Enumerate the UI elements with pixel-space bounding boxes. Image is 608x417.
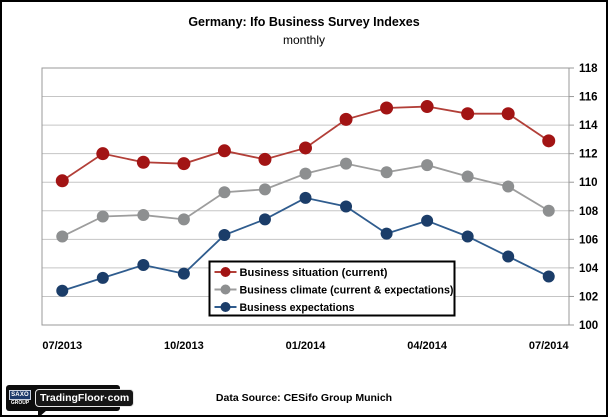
legend-label: Business climate (current & expectations… — [240, 285, 454, 297]
data-point-situation — [542, 134, 556, 148]
data-point-climate — [380, 166, 393, 179]
data-point-expectations — [340, 200, 353, 213]
data-point-climate — [56, 230, 69, 243]
legend-marker-dot — [220, 284, 231, 295]
data-point-expectations — [56, 284, 69, 297]
data-point-climate — [542, 204, 555, 217]
data-point-expectations — [177, 267, 190, 280]
tradingfloor-bubble: TradingFloor·com — [35, 389, 135, 407]
data-point-situation — [420, 100, 434, 114]
data-point-situation — [258, 152, 272, 166]
data-point-situation — [217, 144, 231, 158]
legend-label: Business situation (current) — [240, 267, 388, 279]
y-axis-label: 104 — [579, 263, 599, 275]
data-point-expectations — [299, 191, 312, 204]
data-point-climate — [461, 170, 474, 183]
y-axis-label: 116 — [579, 92, 598, 104]
data-point-situation — [299, 141, 312, 155]
data-point-expectations — [218, 229, 231, 242]
saxo-logo-text: SAXO — [9, 389, 31, 400]
tradingfloor-text: TradingFloor·com — [40, 392, 130, 404]
legend-box — [208, 260, 456, 317]
y-axis-label: 100 — [579, 320, 598, 332]
y-axis-label: 118 — [579, 63, 598, 75]
data-point-expectations — [380, 227, 393, 240]
data-point-climate — [340, 157, 353, 170]
data-point-situation — [339, 112, 353, 126]
data-point-climate — [421, 159, 434, 172]
x-axis-label: 01/2014 — [286, 340, 327, 352]
x-axis-label: 07/2014 — [529, 340, 570, 352]
tradingfloor-logo[interactable]: SAXO GROUP TradingFloor·com — [6, 385, 135, 415]
data-point-climate — [137, 209, 150, 222]
legend-marker-dot — [220, 267, 231, 277]
data-source-note: Data Source: CESifo Group Munich — [215, 392, 393, 404]
y-axis-label: 114 — [579, 120, 598, 132]
data-point-climate — [299, 167, 312, 180]
data-point-expectations — [137, 259, 150, 272]
data-point-expectations — [421, 214, 434, 227]
data-point-climate — [502, 180, 515, 193]
x-axis-label: 04/2014 — [407, 340, 448, 352]
legend-marker-dot — [220, 302, 231, 312]
data-point-expectations — [258, 213, 271, 226]
y-axis-label: 110 — [579, 177, 598, 189]
data-point-climate — [258, 183, 271, 196]
data-point-climate — [177, 213, 190, 226]
x-axis-label: 07/2013 — [42, 340, 82, 352]
data-point-expectations — [461, 230, 474, 243]
chart-title: Germany: Ifo Business Survey Indexes — [188, 15, 420, 29]
data-point-situation — [55, 174, 69, 188]
y-axis-label: 108 — [579, 206, 599, 218]
data-point-expectations — [542, 270, 555, 283]
legend-label: Business expectations — [240, 302, 355, 314]
x-axis-label: 10/2013 — [164, 340, 204, 352]
chart-subtitle: monthly — [282, 33, 326, 47]
data-point-climate — [96, 210, 109, 223]
y-axis-label: 102 — [579, 291, 598, 303]
data-point-situation — [136, 155, 150, 169]
bubble-tail-icon — [38, 410, 47, 415]
data-point-climate — [218, 186, 231, 199]
plot-border — [41, 67, 570, 326]
data-point-situation — [177, 157, 191, 171]
data-point-situation — [461, 107, 475, 121]
y-axis-label: 112 — [579, 149, 598, 161]
data-point-expectations — [502, 250, 515, 263]
y-axis-label: 106 — [579, 234, 598, 246]
data-point-situation — [380, 101, 394, 115]
data-point-situation — [96, 147, 110, 161]
saxo-group-text: GROUP — [10, 399, 30, 406]
data-point-expectations — [96, 271, 109, 284]
data-point-situation — [501, 107, 515, 121]
saxo-group-badge: SAXO GROUP — [9, 389, 31, 407]
